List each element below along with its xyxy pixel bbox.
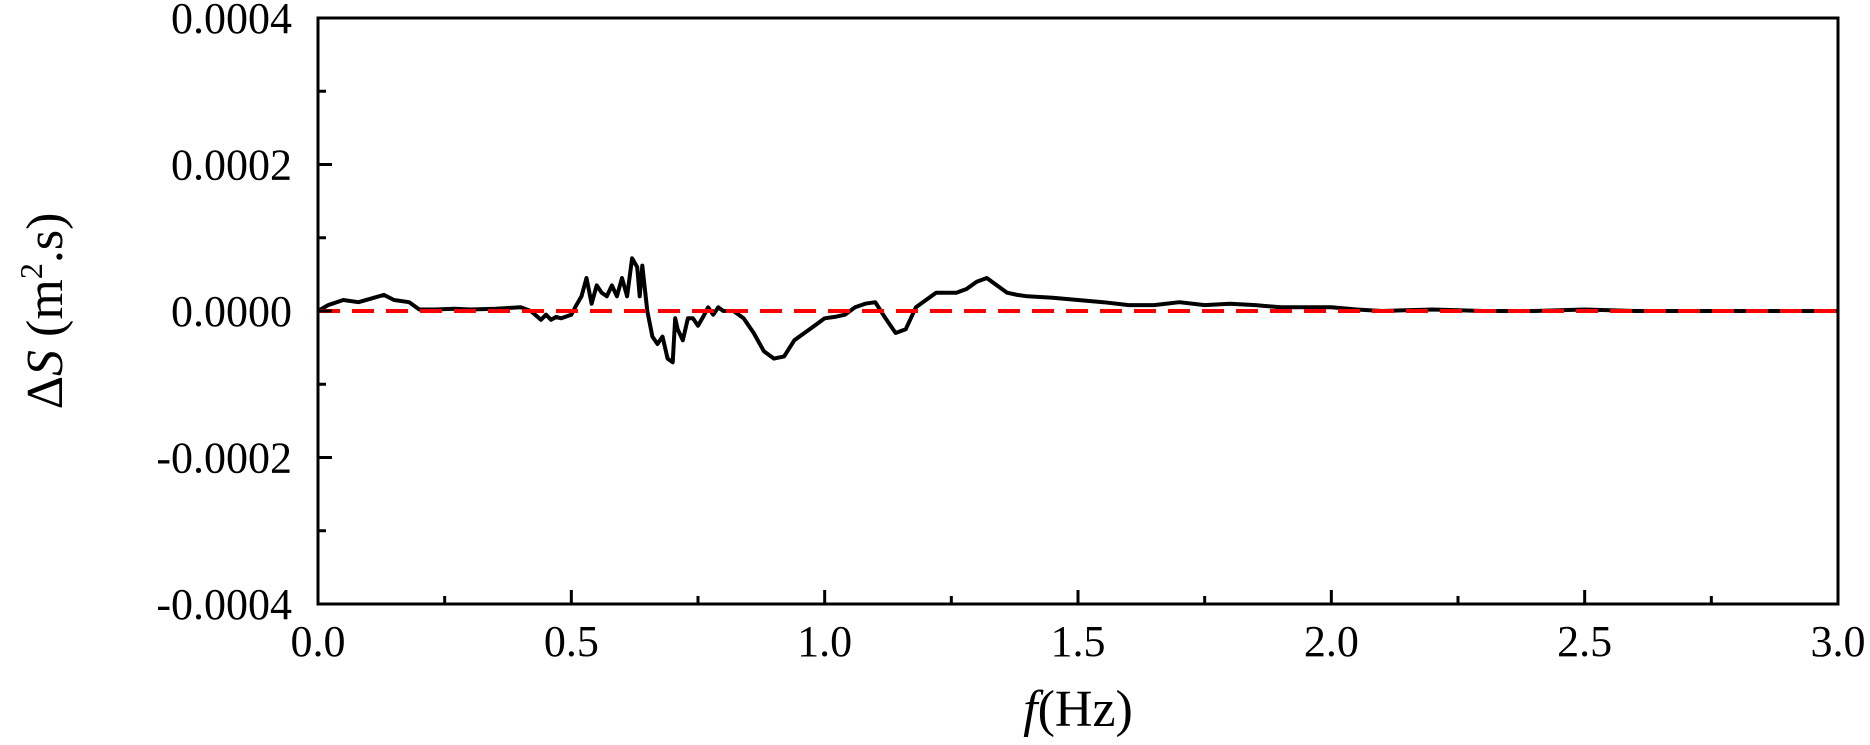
y-axis-title: ΔS (m2.s): [13, 213, 74, 410]
x-tick-label: 2.5: [1557, 617, 1612, 666]
y-tick-label: 0.0004: [171, 0, 292, 43]
x-tick-labels: 0.0 0.5 1.0 1.5 2.0 2.5 3.0: [291, 617, 1866, 666]
x-tick-label: 1.5: [1051, 617, 1106, 666]
y-axis-unit-close: .s): [17, 213, 74, 264]
y-tick-label: 0.0000: [171, 287, 292, 336]
y-axis-delta: Δ: [17, 376, 74, 409]
y-tick-label: -0.0002: [156, 434, 292, 483]
series-layer: [316, 256, 1838, 365]
x-tick-label: 1.0: [797, 617, 852, 666]
y-axis-unit-exponent: 2: [13, 263, 49, 279]
y-tick-label: -0.0004: [156, 580, 292, 629]
x-tick-label: 0.5: [544, 617, 599, 666]
x-axis-unit: (Hz): [1038, 681, 1133, 738]
y-axis-unit-open: (m: [17, 279, 74, 350]
x-axis-title: f(Hz): [1023, 681, 1133, 738]
plot-frame: [316, 16, 1840, 606]
x-tick-label: 0.0: [291, 617, 346, 666]
x-tick-label: 3.0: [1811, 617, 1866, 666]
x-tick-label: 2.0: [1304, 617, 1359, 666]
y-axis-symbol: S: [17, 350, 74, 376]
y-tick-label: 0.0002: [171, 141, 292, 190]
y-tick-labels: 0.0004 0.0002 0.0000 -0.0002 -0.0004: [156, 0, 292, 629]
